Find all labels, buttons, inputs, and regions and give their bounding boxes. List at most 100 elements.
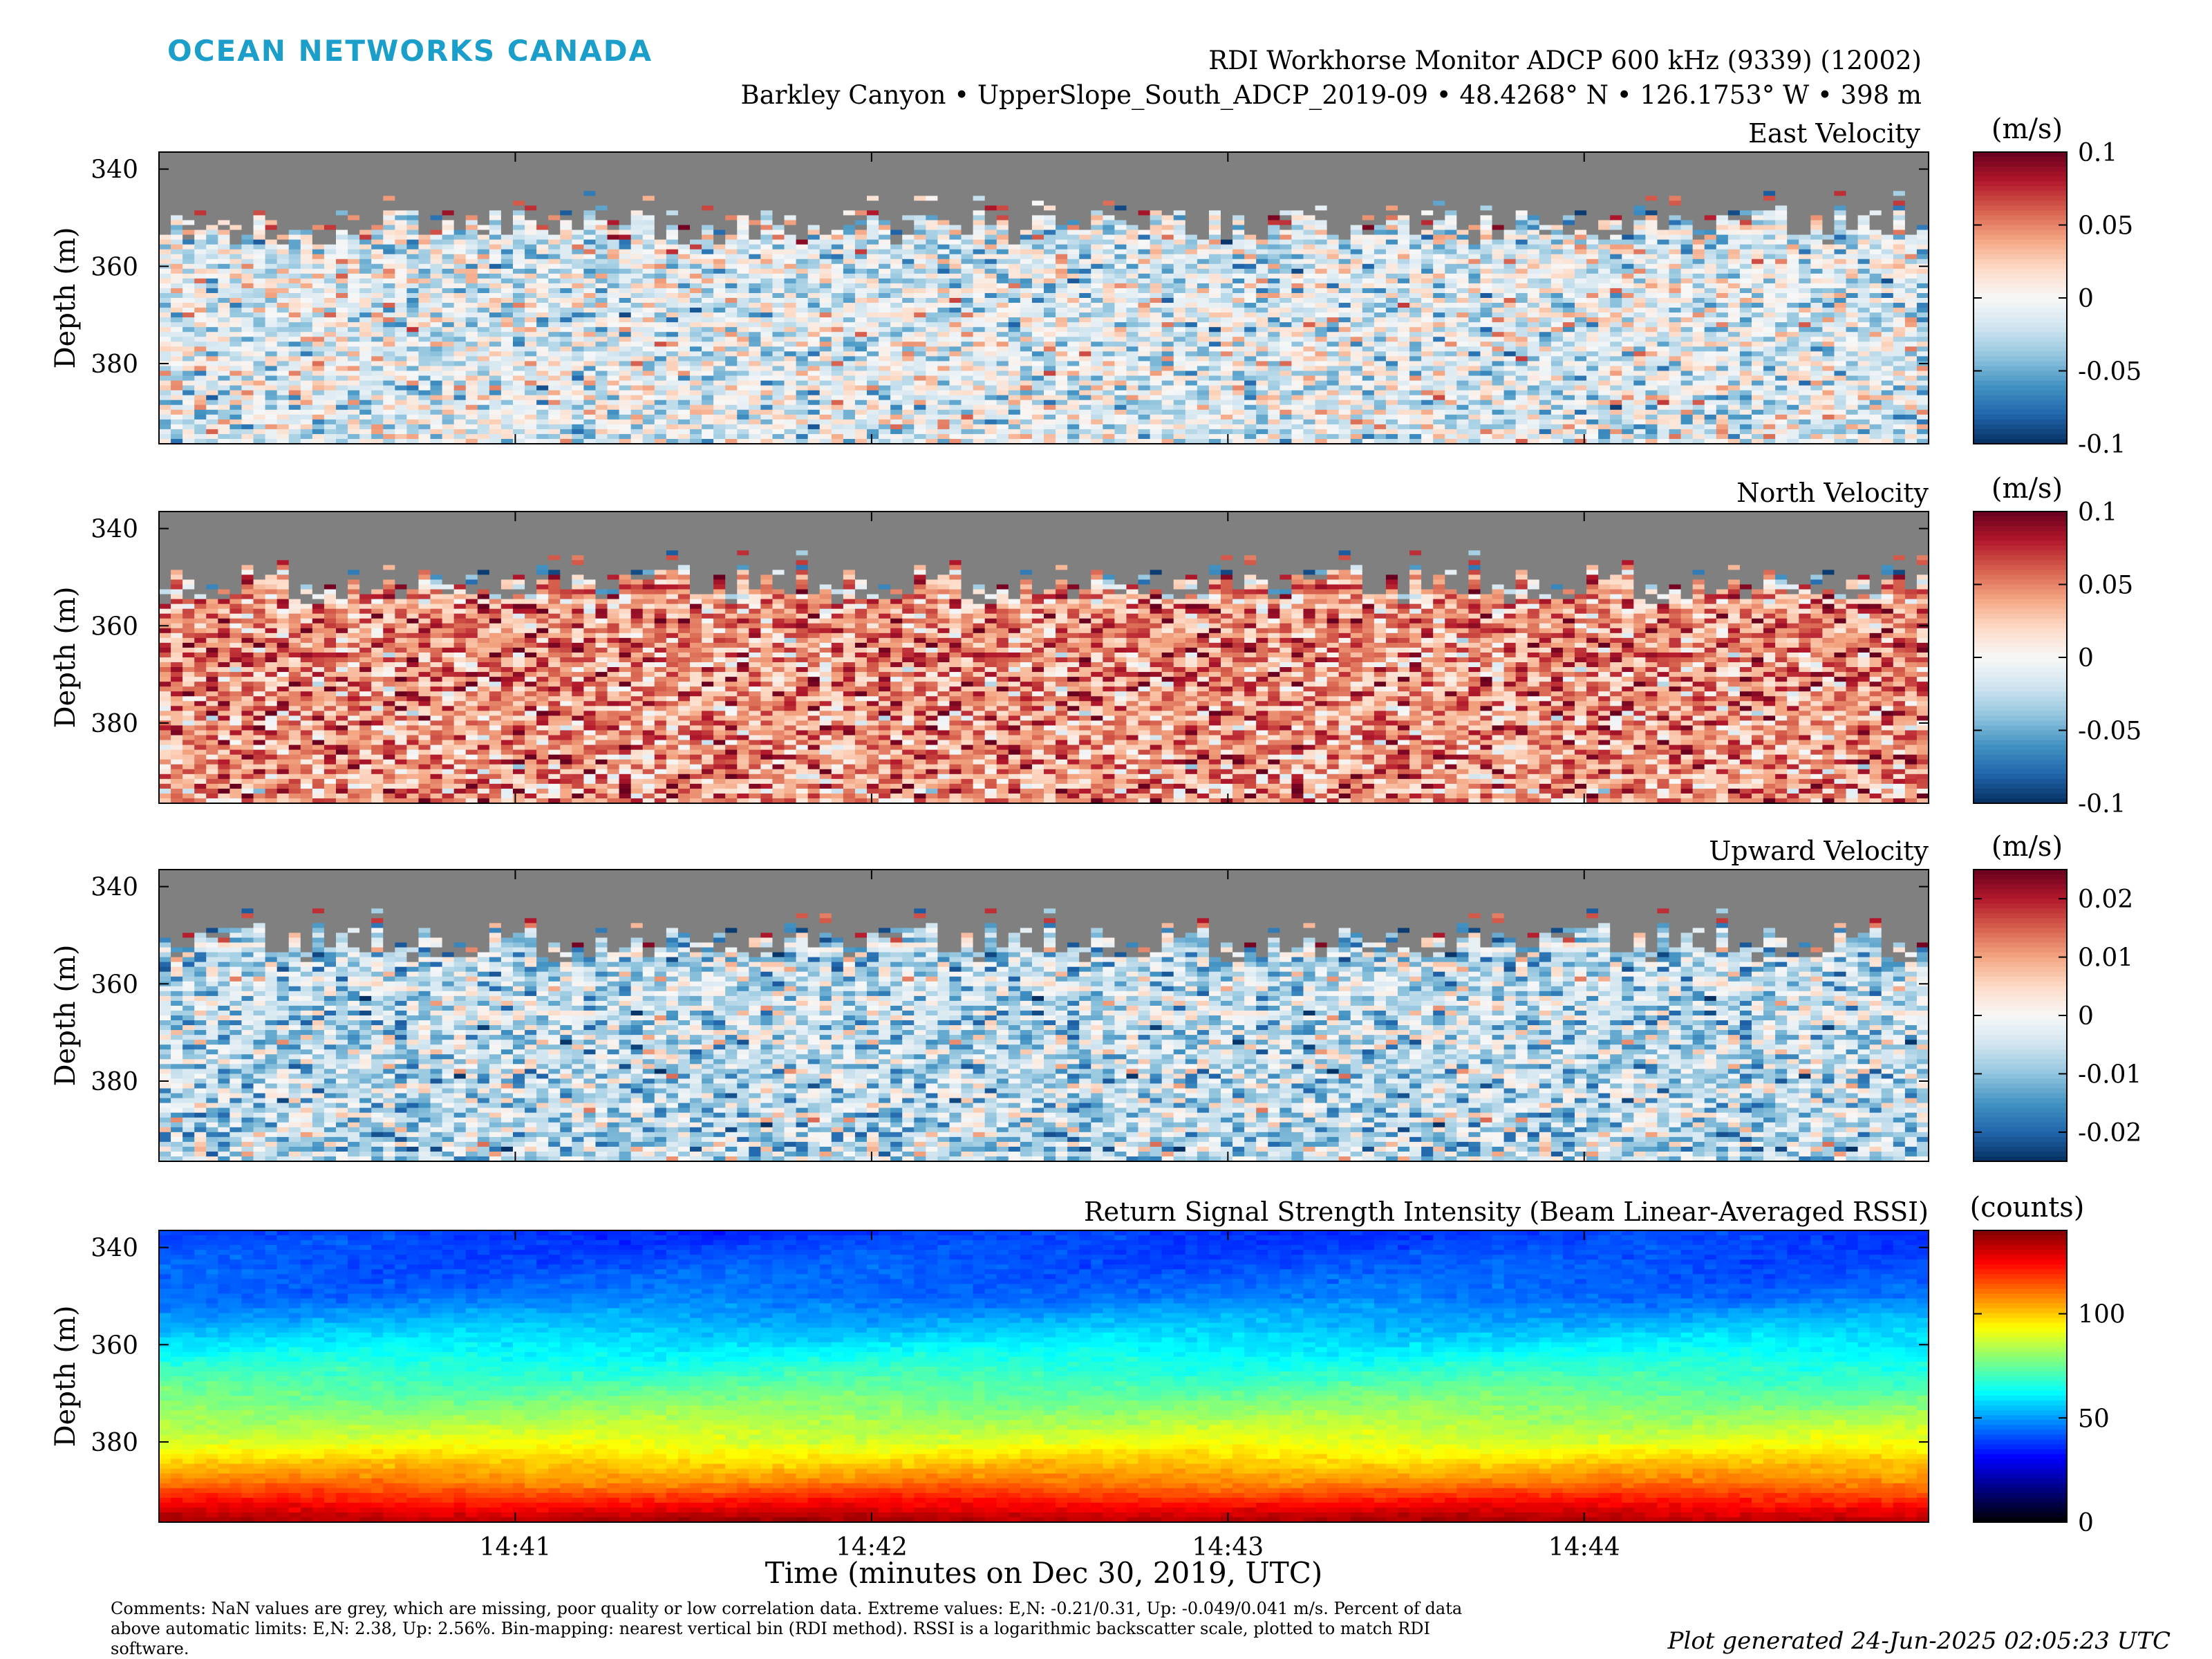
- heat-cell: [229, 191, 243, 196]
- heat-cell: [159, 375, 171, 382]
- heat-cell: [796, 375, 809, 382]
- heat-cell: [867, 429, 879, 435]
- heat-cell: [595, 278, 608, 284]
- heat-cell: [984, 200, 997, 206]
- heat-cell: [336, 346, 348, 352]
- heat-cell: [1008, 327, 1021, 332]
- heat-cell: [206, 205, 218, 211]
- heat-cell: [276, 308, 290, 313]
- heat-cell: [241, 419, 254, 425]
- heat-cell: [760, 249, 774, 255]
- heat-cell: [677, 167, 691, 172]
- heat-cell: [902, 254, 915, 260]
- heat-cell: [288, 400, 301, 406]
- heat-cell: [926, 356, 938, 362]
- heat-cell: [265, 433, 278, 440]
- heat-cell: [1091, 210, 1103, 216]
- heat-cell: [241, 157, 254, 162]
- heat-cell: [241, 400, 254, 406]
- heat-cell: [1044, 332, 1056, 337]
- heat-cell: [572, 375, 584, 382]
- heat-cell: [288, 356, 301, 362]
- heat-cell: [371, 176, 384, 182]
- heat-cell: [477, 356, 490, 362]
- heat-cell: [465, 332, 478, 337]
- heat-cell: [937, 244, 950, 250]
- heat-cell: [996, 191, 1009, 196]
- heat-cell: [548, 239, 561, 245]
- heat-cell: [1044, 308, 1056, 313]
- heat-cell: [760, 429, 774, 435]
- heat-cell: [1091, 303, 1103, 308]
- heat-cell: [548, 225, 561, 231]
- heat-cell: [583, 371, 597, 377]
- heat-cell: [548, 351, 561, 357]
- heat-cell: [406, 351, 420, 357]
- heat-cell: [595, 371, 608, 377]
- heat-cell: [241, 438, 254, 444]
- heat-cell: [831, 162, 844, 167]
- heat-cell: [619, 303, 632, 308]
- heat-cell: [336, 273, 348, 279]
- heat-cell: [513, 152, 525, 158]
- heat-cell: [879, 186, 891, 191]
- heat-cell: [583, 249, 597, 255]
- heat-cell: [760, 356, 774, 362]
- heat-cell: [453, 176, 467, 182]
- heat-cell: [690, 356, 702, 362]
- heat-cell: [359, 390, 372, 396]
- heat-cell: [595, 419, 608, 425]
- heat-cell: [879, 356, 891, 362]
- heat-cell: [619, 419, 632, 425]
- heat-cell: [630, 332, 644, 337]
- heat-cell: [312, 215, 325, 221]
- heat-cell: [1126, 414, 1139, 420]
- heat-cell: [1126, 239, 1139, 245]
- heat-cell: [324, 191, 337, 196]
- heat-cell: [218, 210, 230, 216]
- heat-cell: [807, 152, 821, 158]
- heat-cell: [713, 303, 726, 308]
- heat-cell: [583, 273, 597, 279]
- heat-cell: [926, 332, 938, 337]
- heat-cell: [288, 215, 301, 221]
- heat-cell: [879, 438, 891, 444]
- heat-cell: [677, 176, 691, 182]
- heat-cell: [996, 429, 1009, 435]
- heat-cell: [324, 371, 337, 377]
- heat-cell: [595, 375, 608, 382]
- heat-cell: [513, 337, 525, 342]
- heat-cell: [819, 268, 832, 274]
- heat-cell: [513, 327, 525, 332]
- heat-cell: [182, 273, 195, 279]
- heat-cell: [229, 351, 243, 357]
- heat-cell: [654, 254, 667, 260]
- heat-cell: [1020, 414, 1033, 420]
- heat-cell: [725, 419, 738, 425]
- heat-cell: [229, 366, 243, 372]
- heat-cell: [902, 366, 915, 372]
- heat-cell: [619, 351, 632, 357]
- heat-cell: [560, 288, 572, 294]
- heat-cell: [265, 317, 278, 323]
- heat-cell: [867, 371, 879, 377]
- heat-cell: [1067, 419, 1080, 425]
- heat-cell: [607, 371, 620, 377]
- heat-cell: [1056, 438, 1068, 444]
- heat-cell: [276, 424, 290, 430]
- heat-cell: [182, 215, 195, 221]
- heat-cell: [677, 385, 691, 391]
- heat-cell: [713, 254, 726, 260]
- heat-cell: [253, 210, 266, 216]
- heat-cell: [1079, 424, 1091, 430]
- heat-cell: [418, 278, 431, 284]
- heat-cell: [430, 273, 443, 279]
- heat-cell: [513, 278, 525, 284]
- heat-cell: [583, 210, 597, 216]
- heat-cell: [961, 312, 974, 318]
- heat-cell: [406, 196, 420, 201]
- heat-cell: [276, 220, 290, 226]
- heat-cell: [807, 254, 821, 260]
- heat-cell: [1008, 429, 1021, 435]
- heat-cell: [348, 167, 360, 172]
